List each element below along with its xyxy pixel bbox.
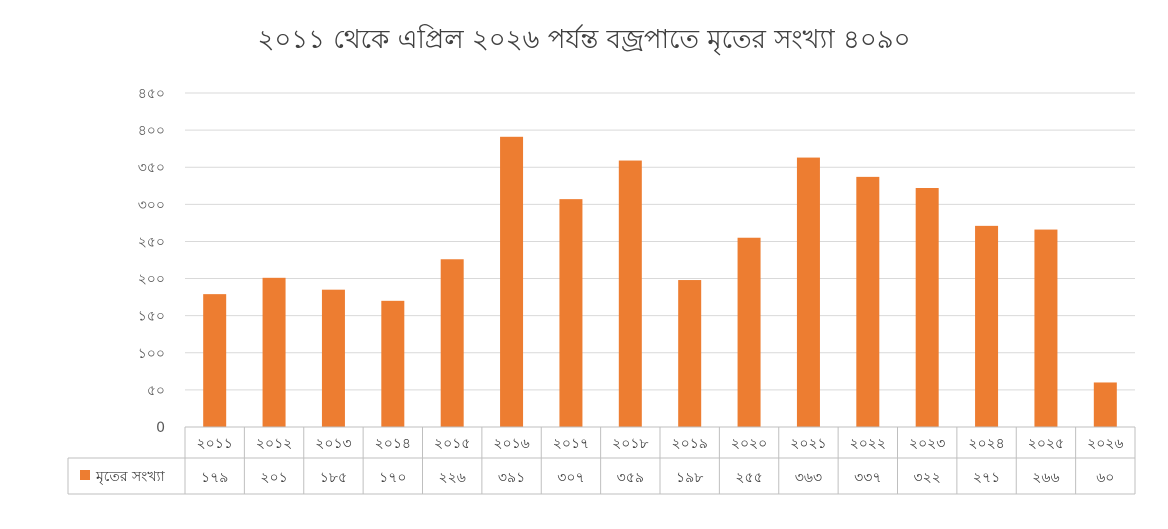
bar: [618, 160, 642, 427]
bar: [321, 289, 345, 427]
bar: [678, 280, 702, 427]
bar: [203, 294, 227, 427]
data-table: ২০১১ ১৭৯ ২০১২ ২০১ ২০১৩ ১৮৫ ২০১৪ ১৭০ ২০১৫ ২২৬ ২০১৬ ৩…: [67, 426, 1136, 495]
data-label: ১৮৫: [320, 470, 347, 486]
y-tick-label: ২৫০: [138, 234, 165, 250]
data-label: ১৭৯: [201, 470, 228, 486]
bar: [1093, 382, 1117, 427]
data-label: ২৭১: [973, 470, 1000, 486]
chart-title: ২০১১ থেকে এপ্রিল ২০২৬ পর্যন্ত বজ্রপাতে ম…: [257, 24, 910, 55]
y-tick-label: ১০০: [138, 346, 165, 362]
bar: [856, 176, 880, 427]
data-label: ৬০: [1096, 470, 1114, 486]
x-tick-label: ২০২৫: [1028, 436, 1064, 452]
bar: [975, 225, 999, 427]
x-tick-label: ২০১৯: [672, 436, 708, 452]
data-label: ৩৫৯: [617, 470, 644, 486]
data-label: ৩২২: [914, 470, 941, 486]
y-tick-label: ১৫০: [138, 309, 165, 325]
data-label: ২৫৫: [735, 470, 762, 486]
bar: [262, 277, 286, 427]
y-tick-label: ৪০০: [138, 123, 165, 139]
y-axis-ticks: 0 ৫০ ১০০ ১৫০ ২০০ ২৫০ ৩০০ ৩৫০ ৪০০ ৪৫০: [138, 86, 165, 436]
x-tick-label: ২০২১: [790, 436, 826, 452]
data-label: ৩০৭: [557, 470, 584, 486]
data-label: ১৭০: [379, 470, 406, 486]
bar: [500, 136, 524, 427]
bar: [796, 157, 820, 427]
data-label: ২৬৬: [1032, 470, 1059, 486]
x-tick-label: ২০২৬: [1087, 436, 1123, 452]
x-tick-label: ২০১৬: [493, 436, 529, 452]
x-tick-label: ২০১৪: [375, 436, 411, 452]
y-tick-label: ৩৫০: [138, 160, 165, 176]
x-tick-label: ২০১১: [197, 436, 233, 452]
y-tick-label: ৩০০: [138, 197, 165, 213]
x-tick-label: ২০১২: [256, 436, 292, 452]
bar: [737, 237, 761, 427]
x-tick-label: ২০১৫: [434, 436, 470, 452]
data-label: ৩৬৩: [795, 470, 822, 486]
bar: [440, 259, 464, 427]
data-label: ২২৬: [439, 470, 466, 486]
bar: [915, 188, 939, 427]
data-label: ৩৩৭: [854, 470, 881, 486]
x-tick-label: ২০২৪: [968, 436, 1004, 452]
bar: [381, 300, 405, 427]
bars: [203, 136, 1117, 427]
bar: [559, 199, 583, 427]
x-tick-label: ২০২৩: [909, 436, 945, 452]
x-tick-label: ২০২২: [850, 436, 886, 452]
bar: [1034, 229, 1058, 427]
x-tick-label: ২০১৮: [612, 436, 648, 452]
data-label: ২০১: [260, 470, 287, 486]
legend-swatch: [80, 470, 90, 480]
data-label: ৩৯১: [498, 470, 525, 486]
x-tick-label: ২০২০: [731, 436, 767, 452]
data-label: ১৯৮: [676, 470, 703, 486]
legend-label: মৃতের সংখ্যা: [95, 469, 166, 485]
x-tick-label: ২০১৩: [315, 436, 351, 452]
y-tick-label: ৪৫০: [138, 86, 165, 102]
y-tick-label: 0: [156, 420, 165, 436]
y-tick-label: ২০০: [138, 272, 165, 288]
x-tick-label: ২০১৭: [553, 436, 589, 452]
y-tick-label: ৫০: [147, 383, 165, 399]
